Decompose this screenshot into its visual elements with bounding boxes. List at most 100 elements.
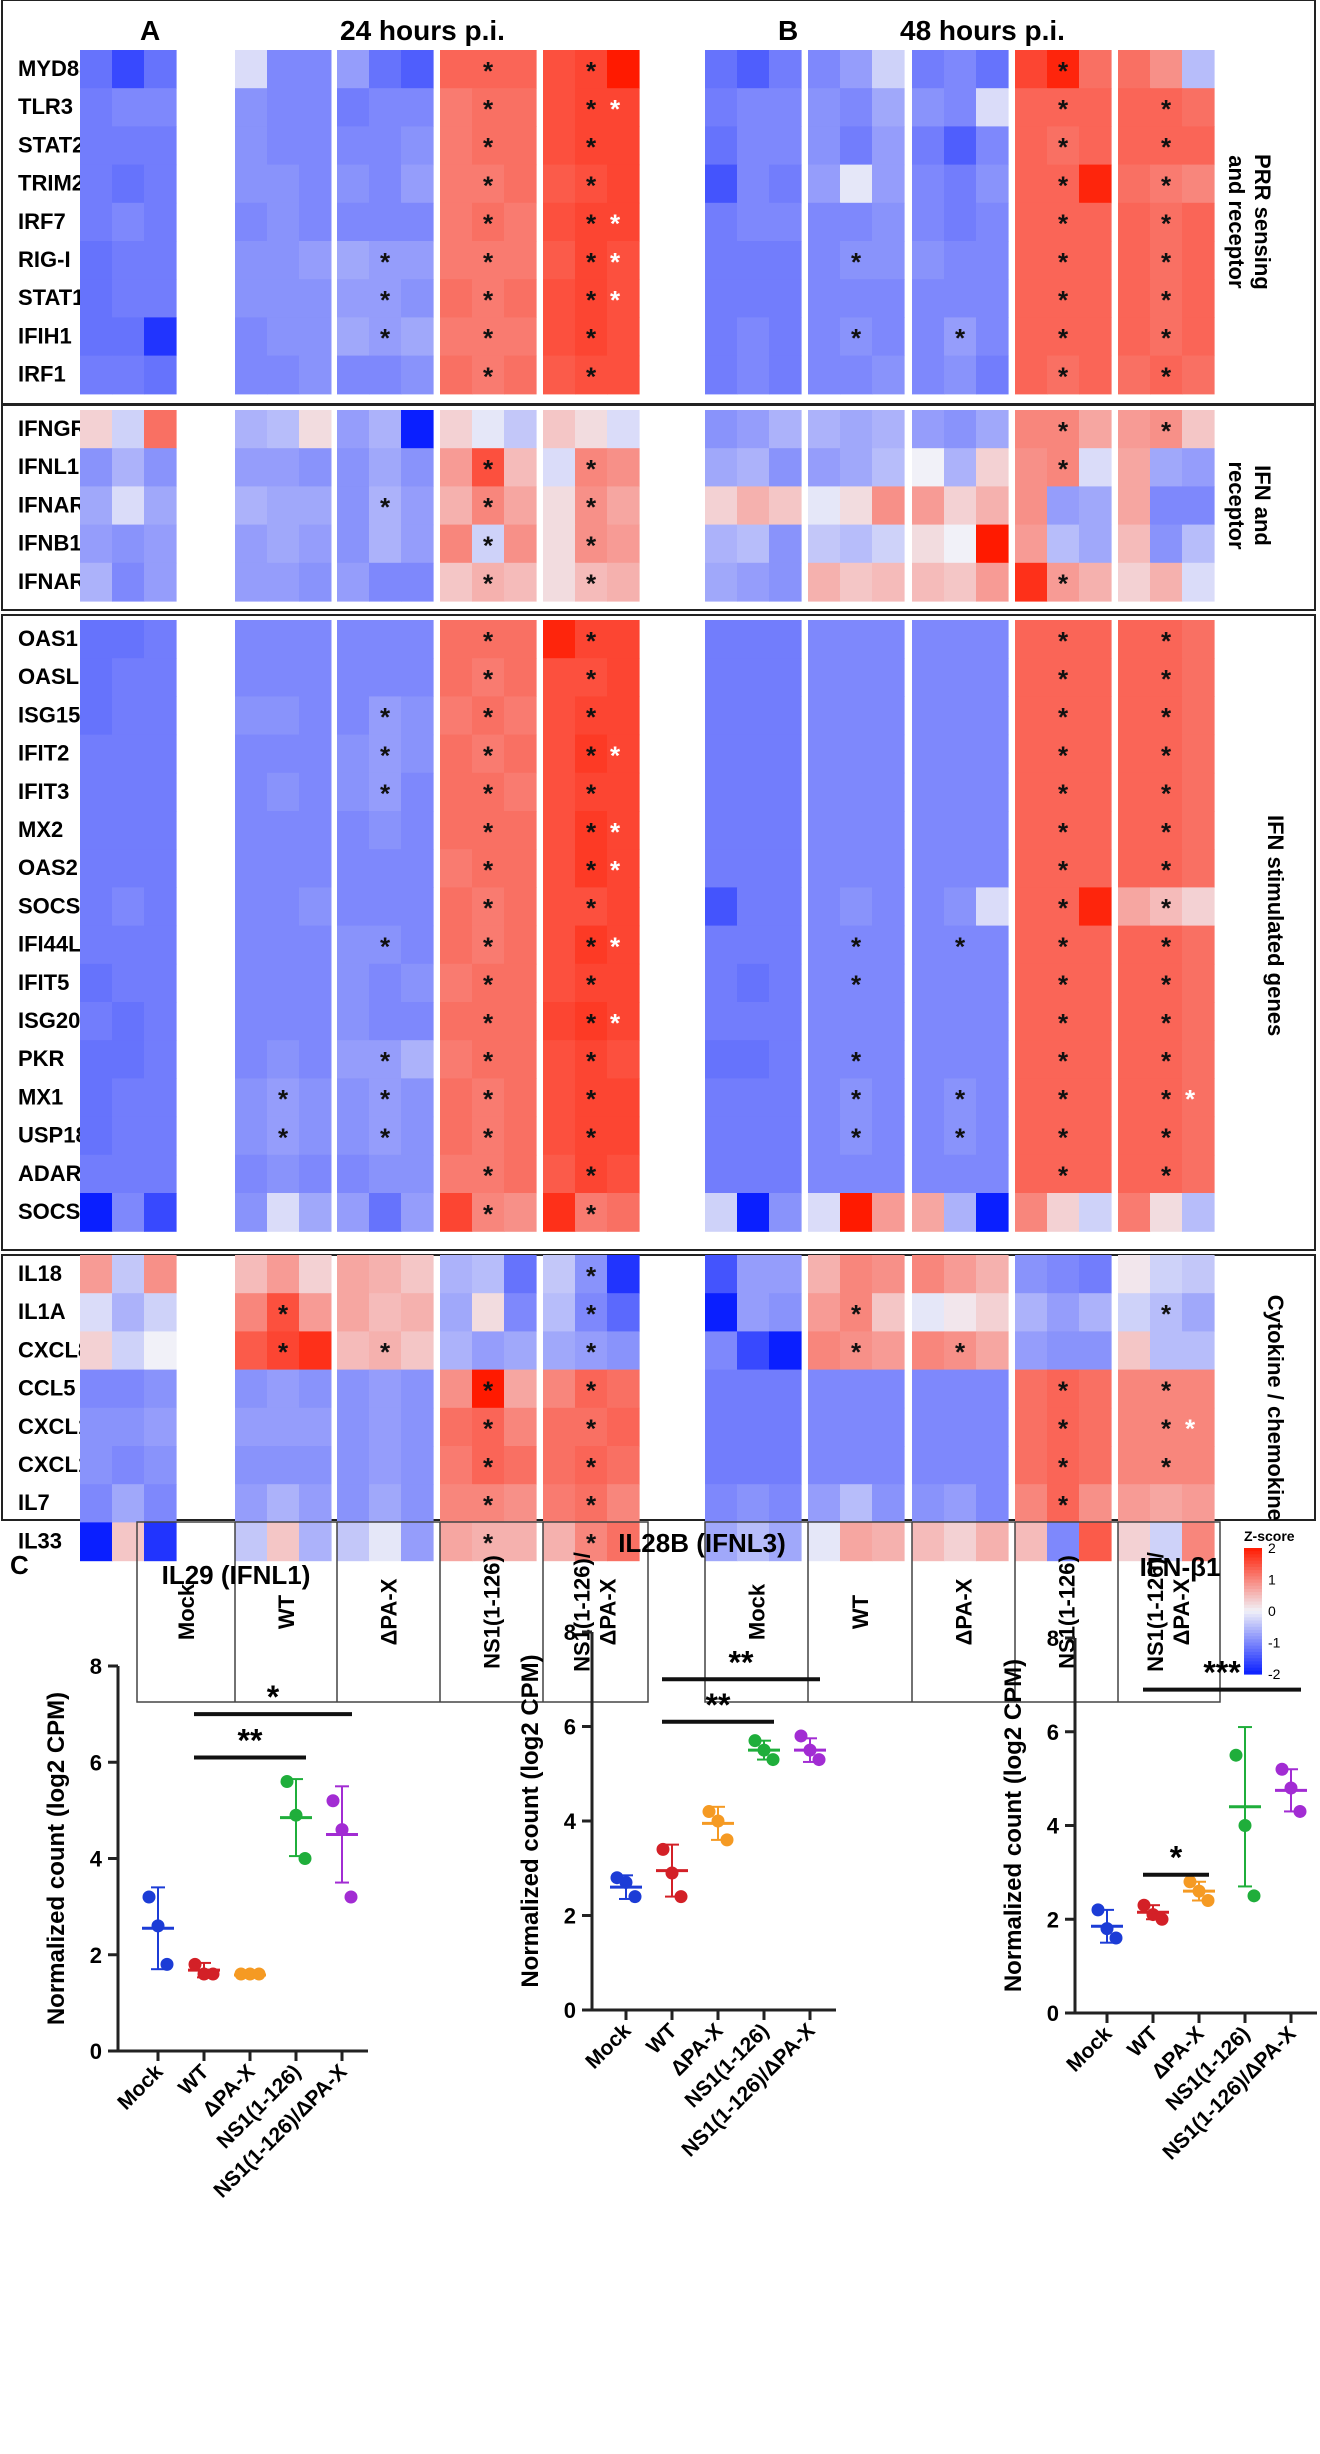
heatmap-cell xyxy=(769,1293,802,1332)
heatmap-cell xyxy=(235,1193,268,1232)
heatmap-cell xyxy=(1182,1116,1215,1156)
heatmap-cell xyxy=(299,317,332,357)
significance-star: * xyxy=(1161,170,1172,200)
heatmap-cell xyxy=(1150,410,1183,449)
heatmap-cell xyxy=(737,1116,770,1156)
heatmap-cell xyxy=(337,88,370,127)
colorbar-step xyxy=(1244,1633,1262,1637)
heatmap-cell xyxy=(80,50,113,89)
significance-star: * xyxy=(851,1046,862,1076)
heatmap-cell xyxy=(737,1078,770,1118)
heatmap-cell xyxy=(737,524,770,564)
heatmap-cell xyxy=(912,486,945,526)
heatmap-cell xyxy=(607,772,640,812)
heatmap-cell xyxy=(112,1154,145,1194)
colorbar-step xyxy=(1244,1626,1262,1631)
heatmap-cell xyxy=(80,126,113,166)
heatmap-cell xyxy=(1182,1369,1215,1409)
heatmap-cell xyxy=(144,279,177,318)
heatmap-cell xyxy=(769,734,802,774)
heatmap-cell xyxy=(976,1331,1009,1371)
significance-star: * xyxy=(586,1414,597,1444)
heatmap-cell xyxy=(401,1078,434,1118)
heatmap-cell xyxy=(401,317,434,357)
gene-label: ADAR xyxy=(18,1161,82,1186)
heatmap-cell xyxy=(1047,1116,1080,1156)
heatmap-cell xyxy=(337,50,370,89)
heatmap-cell xyxy=(575,202,608,242)
heatmap-cell xyxy=(543,448,576,487)
significance-star: * xyxy=(380,740,391,770)
heatmap-cell xyxy=(1118,1154,1151,1194)
heatmap-cell xyxy=(575,1484,608,1523)
heatmap-cell xyxy=(1079,50,1112,89)
heatmap-cell xyxy=(440,1193,473,1232)
heatmap-cell xyxy=(1118,1331,1151,1371)
heatmap-cell xyxy=(369,164,402,204)
heatmap-cell xyxy=(840,1255,873,1294)
heatmap-cell xyxy=(1150,1446,1183,1485)
block-frame xyxy=(1,614,1316,1251)
heatmap-cell xyxy=(144,88,177,127)
heatmap-cell xyxy=(1015,849,1048,888)
heatmap-cell xyxy=(1079,620,1112,659)
heatmap-cell xyxy=(912,734,945,774)
heatmap-cell xyxy=(440,1407,473,1447)
heatmap-cell xyxy=(144,1193,177,1232)
heatmap-cell xyxy=(976,317,1009,357)
heatmap-cell xyxy=(440,772,473,812)
heatmap-cell xyxy=(737,317,770,357)
heatmap-cell xyxy=(1118,1407,1151,1447)
y-tick-label: 4 xyxy=(1047,1814,1060,1839)
heatmap-cell xyxy=(705,887,738,927)
heatmap-cell xyxy=(705,849,738,888)
heatmap-cell xyxy=(944,202,977,242)
gene-label: RIG-I xyxy=(18,247,71,272)
heatmap-cell xyxy=(1182,241,1215,280)
gene-label: ISG15 xyxy=(18,702,80,727)
heatmap-cell xyxy=(575,963,608,1003)
heatmap-cell xyxy=(769,1255,802,1294)
heatmap-cell xyxy=(337,1446,370,1485)
heatmap-cell xyxy=(1150,1002,1183,1041)
heatmap-cell xyxy=(1150,1369,1183,1409)
heatmap-cell xyxy=(1015,486,1048,526)
heatmap-cell xyxy=(440,126,473,166)
heatmap-cell xyxy=(112,925,145,965)
heatmap-cell xyxy=(840,1522,873,1562)
heatmap-cell xyxy=(840,1040,873,1079)
heatmap-cell xyxy=(840,1193,873,1232)
heatmap-cell xyxy=(912,1002,945,1041)
heatmap-cell xyxy=(1182,811,1215,850)
significance-star: * xyxy=(1058,1122,1069,1152)
colorbar-step xyxy=(1244,1607,1262,1612)
data-point xyxy=(1091,1903,1105,1917)
heatmap-cell xyxy=(808,1193,841,1232)
significance-star: * xyxy=(586,893,597,923)
heatmap-cell xyxy=(607,88,640,127)
heatmap-cell xyxy=(1015,1116,1048,1156)
heatmap-cell xyxy=(80,658,113,697)
heatmap-cell xyxy=(144,849,177,888)
heatmap-cell xyxy=(769,50,802,89)
significance-star: * xyxy=(483,855,494,885)
heatmap-cell xyxy=(705,355,738,395)
heatmap-cell xyxy=(472,126,505,166)
heatmap-cell xyxy=(1047,1446,1080,1485)
significance-star: * xyxy=(586,209,597,239)
heatmap-cell xyxy=(1150,734,1183,774)
heatmap-cell xyxy=(737,887,770,927)
heatmap-cell xyxy=(808,887,841,927)
significance-star: * xyxy=(1058,664,1069,694)
y-tick-label: 0 xyxy=(564,1998,576,2023)
heatmap-cell xyxy=(1079,524,1112,564)
significance-star: * xyxy=(586,1161,597,1191)
heatmap-cell xyxy=(944,1040,977,1079)
heatmap-cell xyxy=(112,241,145,280)
colorbar-step xyxy=(1244,1566,1262,1571)
heatmap-cell xyxy=(607,202,640,242)
heatmap-cell xyxy=(112,1446,145,1485)
heatmap-cell xyxy=(872,1369,905,1409)
heatmap-cell xyxy=(705,1255,738,1294)
